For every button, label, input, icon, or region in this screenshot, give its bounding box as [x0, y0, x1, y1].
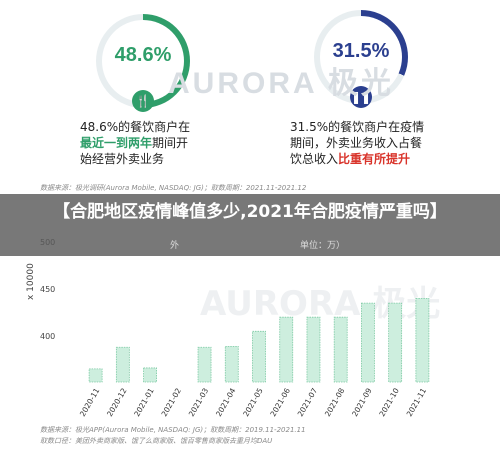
chart-source-line-2: 取数口径：美团外卖商家版、饿了么商家版、饿百零售商家版去重月均DAU — [40, 437, 273, 445]
y-tick-label: 400 — [40, 332, 55, 341]
right-percent: 31.5% — [332, 40, 390, 62]
x-tick-label: 2021-07 — [296, 386, 320, 418]
bar-2020-12 — [115, 346, 130, 383]
title-overlay: 【合肥地区疫情峰值多少,2021年合肥疫情严重吗】 — [0, 194, 500, 256]
bar-2021-11 — [415, 297, 430, 383]
right-stat-circle: 31.5% ❚❚ — [314, 10, 408, 108]
right-description: 31.5%的餐饮商户在疫情 期间，外卖业务收入占餐 饮总收入比重有所提升 — [290, 120, 425, 166]
bar-2021-07 — [306, 316, 321, 383]
x-tick-label: 2020-12 — [105, 386, 129, 418]
x-tick-label: 2021-11 — [405, 386, 429, 418]
x-tick-label: 2021-09 — [350, 386, 374, 418]
bar-2021-08 — [333, 316, 348, 383]
pause-icon: ❚❚ — [350, 86, 372, 108]
x-tick-label: 2021-06 — [268, 386, 292, 418]
left-stat-circle: 48.6% 🍴 — [96, 14, 190, 112]
left-description: 48.6%的餐饮商户在 最近一到两年期间开 始经营外卖业务 — [80, 120, 191, 166]
x-tick-label: 2021-08 — [323, 386, 347, 418]
bar-2021-06 — [279, 316, 294, 383]
x-tick-label: 2021-02 — [160, 386, 184, 418]
x-tick-label: 2021-05 — [241, 386, 265, 418]
x-tick-label: 2021-10 — [377, 386, 401, 418]
bar-2021-05 — [252, 330, 266, 383]
chart-header-fragment-left: 外 — [170, 241, 180, 251]
x-tick-label: 2020-11 — [78, 386, 102, 418]
top-source-note: 数据来源：极光调研(Aurora Mobile, NASDAQ: JG)；取数周… — [40, 184, 307, 192]
chart-source-line-1: 数据来源：极光APP(Aurora Mobile, NASDAQ: JG)；取数… — [40, 426, 306, 434]
chart-header-fragment-right: 单位：万） — [300, 241, 346, 251]
bar-2021-10 — [388, 302, 403, 383]
x-tick-label: 2021-04 — [214, 386, 238, 418]
bar-2020-11 — [88, 368, 103, 383]
y-tick-label: 450 — [40, 285, 55, 294]
left-percent: 48.6% — [114, 44, 172, 66]
top-panel: 48.6% 🍴 48.6%的餐饮商户在 最近一到两年期间开 始经营外卖业务 31… — [0, 0, 500, 192]
bar-2021-04 — [224, 345, 239, 383]
x-tick-label: 2021-01 — [132, 386, 156, 418]
cutlery-icon: 🍴 — [132, 90, 154, 112]
x-tick-label: 2021-03 — [187, 386, 211, 418]
bar-2021-03 — [197, 346, 212, 383]
bar-2021-09 — [361, 302, 375, 383]
top-watermark: AURORA 极光 — [168, 67, 394, 100]
y-axis-label: x 10000 — [26, 263, 36, 300]
overlay-title: 【合肥地区疫情峰值多少,2021年合肥疫情严重吗】 — [53, 202, 447, 222]
bar-2021-01 — [143, 367, 157, 383]
